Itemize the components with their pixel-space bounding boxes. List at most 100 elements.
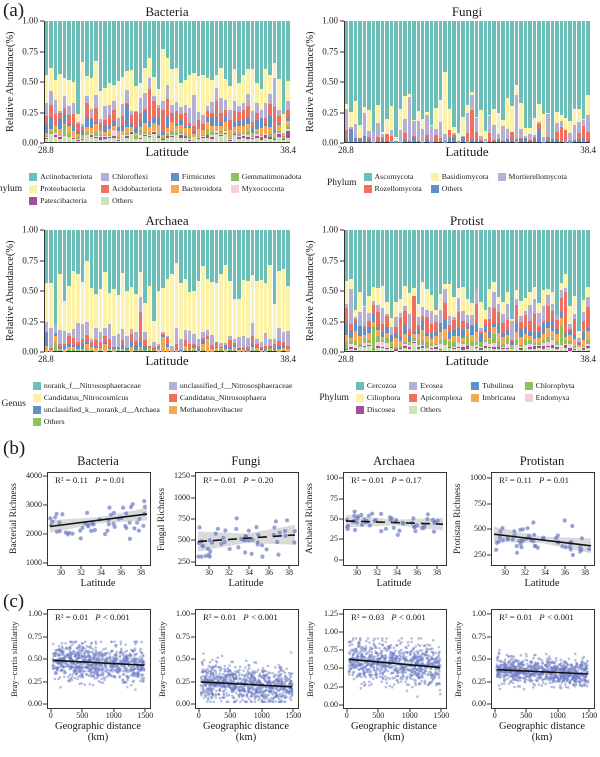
x-axis-label: Latitude [228, 578, 264, 589]
bar-segment [156, 136, 161, 139]
bar-segment [389, 347, 394, 351]
y-tick-label: 3000 [26, 500, 42, 510]
bar-segment [71, 82, 76, 103]
bar-segment [152, 118, 156, 124]
bar [214, 21, 219, 142]
bar-segment [479, 135, 483, 141]
bar-segment [403, 348, 407, 351]
bar-segment [568, 132, 572, 142]
bar-segment [434, 141, 438, 142]
bar-segment [420, 316, 425, 322]
scatter-canvas [347, 637, 442, 698]
bar-segment [143, 92, 147, 109]
bar-segment [107, 114, 112, 126]
bar [586, 230, 590, 351]
legend-swatch [32, 405, 41, 414]
bar [519, 21, 523, 142]
bar-segment [412, 333, 416, 338]
bar-segment [281, 114, 286, 133]
bar-segment [250, 336, 255, 345]
x-tick-label: 1500 [581, 711, 598, 720]
bar [268, 230, 272, 351]
bar-segment [559, 317, 563, 326]
bar-segment [277, 341, 281, 346]
bar [555, 230, 559, 351]
y-tick-mark [339, 559, 343, 561]
legend-swatch [355, 393, 364, 402]
legend: Genus norank_f__Nitrososphaeraceae unclass… [2, 381, 293, 426]
bar-segment [98, 131, 103, 135]
bar [196, 230, 201, 351]
bar-segment [367, 130, 371, 138]
bar [349, 230, 353, 351]
legend-swatch [29, 184, 38, 193]
bar [156, 230, 161, 351]
bar [452, 230, 456, 351]
bar-segment [98, 349, 103, 351]
y-tick-label: 1.00 [22, 15, 38, 26]
bar-segment [210, 349, 214, 351]
bar-segment [116, 346, 120, 349]
r-squared-value: R² = 0.01 [55, 612, 89, 622]
bar-segment [161, 132, 165, 135]
bar-segment [241, 347, 246, 351]
bar-segment [85, 116, 89, 127]
x-tick-mark [81, 709, 83, 712]
bar-segment [546, 336, 550, 343]
bar-segment [45, 321, 49, 332]
bar-segment [156, 134, 161, 137]
bar-segment [581, 320, 586, 332]
bar-segment [116, 140, 120, 142]
bar-segment [277, 328, 281, 342]
bar-segment [196, 338, 201, 347]
bar-segment [429, 310, 434, 324]
x-tick-label-end: 38.4 [280, 354, 296, 364]
bar-segment [192, 344, 196, 347]
chart-title: Fungi [231, 454, 261, 468]
bar-segment [103, 131, 107, 135]
bar-segment [223, 131, 228, 133]
bar-segment [519, 344, 523, 348]
bar-segment [80, 137, 85, 139]
bar-segment [183, 135, 187, 137]
bar-segment [474, 117, 479, 119]
bar-segment [376, 287, 380, 306]
bar-segment [67, 344, 71, 347]
bar-segment [103, 336, 107, 343]
y-tick-mark [340, 142, 344, 144]
bar-segment [223, 100, 228, 111]
bar-segment [259, 136, 263, 138]
bar-segment [447, 341, 452, 348]
bar [76, 230, 80, 351]
bar-segment [501, 125, 505, 141]
bar [456, 230, 461, 351]
bar-segment [112, 130, 116, 136]
bar-segment [425, 349, 429, 351]
stacked-bar-plot [344, 230, 590, 352]
bar-segment [214, 347, 219, 349]
y-tick-mark [191, 703, 195, 705]
bar-segment [205, 122, 210, 130]
bar-segment [125, 132, 129, 135]
bar-segment [416, 141, 420, 142]
bar [492, 230, 496, 351]
bar-segment [501, 323, 505, 333]
bar-segment [170, 105, 174, 113]
legend-label: norank_f__Nitrososphaeraceae [43, 381, 141, 390]
bar [523, 230, 528, 351]
y-axis-ticks: 0.00 0.25 0.50 0.75 1.00 1.25 [317, 609, 343, 709]
bar-segment [94, 61, 98, 96]
bar-segment [219, 97, 223, 113]
bar-segment [45, 103, 49, 117]
bar-segment [89, 350, 94, 351]
bar-segment [496, 113, 501, 135]
bar-segment [210, 117, 214, 126]
bar-segment [223, 110, 228, 116]
bar-segment [210, 131, 214, 136]
bar-segment [272, 139, 277, 142]
bar-segment [501, 349, 505, 351]
bar-segment [214, 131, 219, 133]
bar-segment [201, 74, 205, 116]
bar-segment [277, 124, 281, 125]
bar-segment [434, 108, 438, 129]
